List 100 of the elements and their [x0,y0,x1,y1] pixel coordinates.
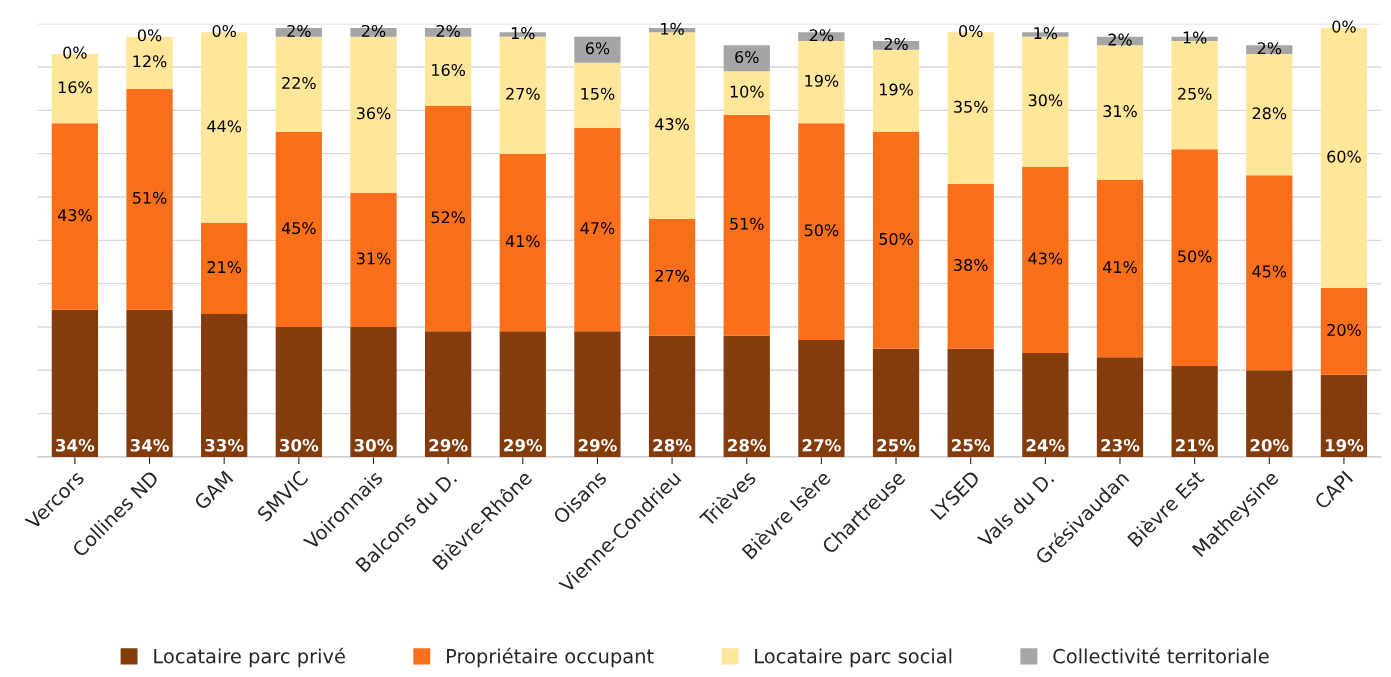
data-label: 2% [809,29,834,42]
data-label: 36% [356,107,391,120]
data-label: 31% [356,252,391,265]
data-label: 19% [880,83,913,96]
bar [723,71,770,115]
legend-label: Locataire parc privé [154,647,345,668]
data-label: 43% [655,118,689,131]
bar [723,335,770,457]
data-label: 0% [959,24,983,37]
bar [1320,374,1368,457]
data-label: 19% [805,74,839,87]
data-label: 30% [354,438,393,452]
data-label: 1% [511,27,535,40]
bar [574,127,621,332]
data-label: 60% [1327,150,1361,163]
data-label: 50% [1178,250,1212,263]
data-label: 50% [804,224,839,237]
data-label: 23% [1101,438,1140,452]
data-label: 1% [1183,31,1207,44]
bar [1022,352,1069,457]
bar [275,132,322,327]
bar [1246,370,1293,457]
bar [574,36,621,63]
data-label: 29% [504,438,543,452]
data-label: 1% [1034,27,1058,40]
data-label: 43% [1028,252,1063,265]
data-label: 27% [506,87,540,100]
data-label: 31% [1103,105,1137,118]
bar [201,313,248,457]
data-label: 35% [954,100,988,113]
data-label: 16% [432,63,465,76]
data-label: 21% [1176,438,1215,452]
data-label: 0% [63,46,87,59]
data-label: 51% [133,191,167,204]
data-label: 1% [661,22,684,35]
data-label: 21% [207,261,242,274]
data-label: 2% [287,24,311,37]
data-label: 0% [212,24,236,37]
data-label: 27% [802,438,841,452]
legend-label: Locataire parc social [755,648,952,668]
data-label: 44% [207,120,242,133]
data-label: 6% [735,50,759,63]
data-label: 16% [58,81,92,94]
data-label: 28% [1252,107,1287,120]
bar [126,309,173,457]
bar [798,41,845,124]
data-label: 28% [653,438,692,452]
bar [1171,365,1218,457]
data-label: 2% [1257,42,1282,55]
data-label: 2% [361,24,386,37]
data-label: 20% [1327,323,1361,336]
data-label: 50% [879,232,913,245]
bar [1096,45,1144,180]
data-label: 25% [1178,87,1212,100]
bar [872,132,920,349]
bar [51,309,99,457]
bar [947,348,994,457]
bar [275,326,322,457]
bar [350,326,397,457]
data-label: 22% [282,76,316,89]
bar [798,339,845,457]
bar [723,45,770,72]
bar [350,192,397,327]
data-label: 0% [137,29,162,42]
bar [201,223,248,314]
bar [574,62,621,128]
bar [947,184,994,349]
data-label: 29% [578,438,617,452]
data-label: 34% [56,438,95,452]
bar [499,331,546,457]
data-label: 34% [130,438,169,452]
legend-label: Collectivité territoriale [1053,647,1269,664]
data-label: 20% [1250,438,1289,452]
bar [424,36,472,107]
data-label: 27% [655,269,689,282]
data-label: 38% [954,258,988,271]
data-label: 0% [1332,20,1356,33]
bar [1246,54,1293,176]
data-label: 24% [1026,438,1065,452]
bar [499,153,546,332]
data-label: 2% [436,24,460,37]
data-label: 25% [877,438,916,452]
data-label: 19% [1325,438,1364,452]
bar [350,36,397,193]
bar [1022,166,1069,353]
bar [574,331,621,457]
legend-label: Propriétaire occupant [447,647,654,668]
data-label: 10% [730,85,764,98]
bar [872,49,920,133]
bar [424,331,472,457]
bar [798,123,845,340]
data-label: 25% [952,438,991,452]
data-label: 45% [1252,265,1287,278]
data-label: 15% [581,87,615,100]
data-label: 28% [728,438,767,452]
data-label: 47% [580,222,615,235]
data-label: 12% [133,55,167,68]
bar [1320,288,1368,375]
data-label: 6% [585,42,610,55]
bar [1171,149,1218,366]
